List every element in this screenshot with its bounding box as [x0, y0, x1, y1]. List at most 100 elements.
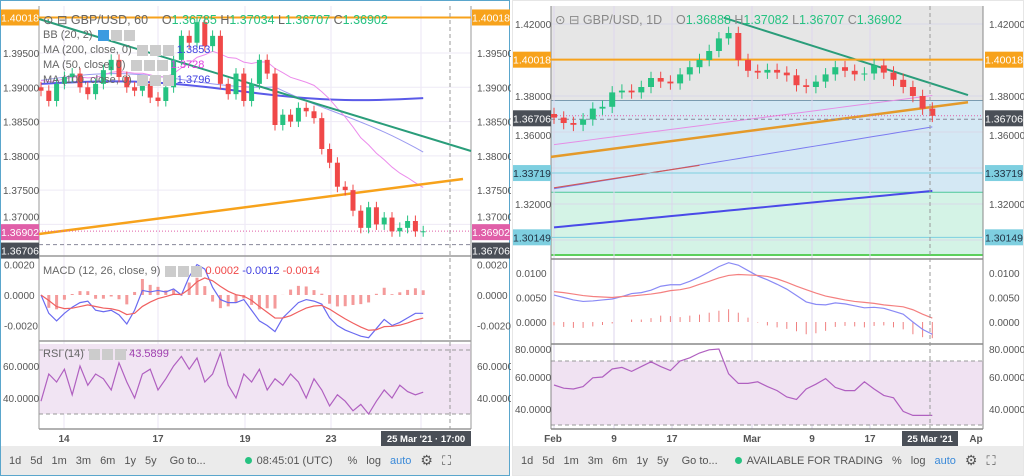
- candle: [638, 87, 645, 93]
- candle: [77, 73, 83, 88]
- gear-icon[interactable]: [149, 44, 161, 56]
- candle: [163, 87, 169, 101]
- close-icon[interactable]: [162, 44, 174, 56]
- candle: [186, 35, 192, 43]
- candle: [202, 22, 208, 47]
- goto-button[interactable]: Go to...: [169, 454, 206, 467]
- candle: [420, 231, 426, 233]
- range-1d[interactable]: 1d: [9, 454, 22, 467]
- chevron-icon[interactable]: ⊙ ⊟: [43, 13, 71, 27]
- level-tag-bg: [985, 165, 1023, 182]
- price-tick: 1.39500: [477, 49, 511, 60]
- auto-toggle[interactable]: auto: [389, 454, 412, 467]
- rsi-tick: 60.0000: [477, 362, 511, 373]
- gear-icon[interactable]: [102, 348, 114, 360]
- close-icon[interactable]: [162, 74, 174, 86]
- close-icon[interactable]: [123, 29, 135, 41]
- daily-chart[interactable]: 1.42000 1.42000 1.38000 1.38000 1.36000 1.360…: [513, 1, 1024, 448]
- chevron-icon[interactable]: ⊙ ⊟: [555, 13, 583, 27]
- candle: [280, 114, 286, 125]
- resistance-tag-bg: [1, 9, 39, 26]
- date-tick: 17: [666, 434, 678, 445]
- rsi-legend[interactable]: RSI (14) 43.5899: [43, 348, 169, 360]
- candle: [570, 123, 577, 125]
- candle: [686, 67, 693, 75]
- candle: [54, 83, 60, 101]
- candle: [793, 75, 800, 86]
- settings-gear-icon[interactable]: ⚙: [964, 452, 978, 468]
- date-tick: Mar: [743, 434, 761, 445]
- range-3m[interactable]: 3m: [75, 454, 92, 467]
- price-tick: 1.42000: [515, 20, 552, 31]
- indicator-ma100[interactable]: MA (100, close, 0) 1.3796: [43, 74, 211, 86]
- range-5y[interactable]: 5y: [144, 454, 157, 467]
- percent-toggle[interactable]: %: [892, 454, 902, 467]
- candle: [147, 83, 153, 98]
- eye-icon[interactable]: [89, 348, 101, 360]
- fullscreen-icon[interactable]: ⛶: [441, 452, 452, 468]
- fullscreen-icon[interactable]: ⛶: [986, 452, 996, 468]
- price-tick: 1.39500: [3, 49, 40, 60]
- candle: [822, 74, 829, 82]
- range-6m[interactable]: 6m: [612, 454, 628, 467]
- candle: [774, 69, 781, 73]
- goto-button[interactable]: Go to...: [681, 454, 718, 467]
- candle: [657, 78, 664, 82]
- candle: [783, 72, 790, 76]
- resistance-tag: 1.40018: [1, 12, 39, 24]
- range-1y[interactable]: 1y: [636, 454, 648, 467]
- date-tick: 9: [809, 434, 815, 445]
- close-icon[interactable]: [115, 348, 127, 360]
- gear-icon[interactable]: [178, 265, 190, 277]
- gear-icon[interactable]: [149, 74, 161, 86]
- range-1d[interactable]: 1d: [521, 454, 534, 467]
- price-tick: 1.42000: [989, 20, 1024, 31]
- range-1m[interactable]: 1m: [51, 454, 67, 467]
- candle: [609, 92, 616, 107]
- macd-legend[interactable]: MACD (12, 26, close, 9) 0.0002 -0.0012 -…: [43, 265, 320, 277]
- candle: [373, 207, 379, 225]
- range-6m[interactable]: 6m: [100, 454, 116, 467]
- close-icon[interactable]: [191, 265, 203, 277]
- eye-icon[interactable]: [136, 44, 148, 56]
- gear-icon[interactable]: [110, 29, 122, 41]
- daily-chart-panel: 1.42000 1.42000 1.38000 1.38000 1.36000 1.360…: [512, 0, 1024, 476]
- candle: [327, 148, 333, 163]
- eye-icon[interactable]: [165, 265, 177, 277]
- log-toggle[interactable]: log: [910, 454, 926, 467]
- close-icon[interactable]: [156, 59, 168, 71]
- auto-toggle[interactable]: auto: [934, 454, 956, 467]
- rsi-tick: 60.0000: [515, 373, 552, 384]
- rsi-tick: 40.0000: [515, 405, 552, 416]
- uptrend-line: [550, 101, 969, 159]
- candle: [628, 90, 635, 93]
- candle: [842, 67, 848, 71]
- indicator-ma50[interactable]: MA (50, close, 0) 1.3728: [43, 59, 205, 71]
- eye-icon[interactable]: [136, 74, 148, 86]
- eye-icon[interactable]: [130, 59, 142, 71]
- candle: [139, 83, 145, 91]
- eye-icon[interactable]: [97, 29, 109, 41]
- indicator-bb[interactable]: BB (20, 2): [43, 29, 135, 41]
- percent-toggle[interactable]: %: [347, 454, 358, 467]
- price-tick: 1.38000: [515, 92, 552, 103]
- range-1m[interactable]: 1m: [563, 454, 579, 467]
- resistance-tag: 1.40018: [985, 55, 1023, 67]
- crosshair-date-bg: [381, 431, 471, 446]
- macd-tick: 0.0000: [4, 291, 35, 302]
- log-toggle[interactable]: log: [366, 454, 381, 467]
- clock: 08:45:01 (UTC): [256, 454, 333, 467]
- settings-gear-icon[interactable]: ⚙: [420, 452, 433, 468]
- candle: [217, 35, 223, 84]
- rsi-tick: 60.0000: [989, 373, 1024, 384]
- candle: [132, 87, 138, 91]
- range-5d[interactable]: 5d: [542, 454, 555, 467]
- indicator-ma200[interactable]: MA (200, close, 0) 1.3853: [43, 44, 211, 56]
- range-1y[interactable]: 1y: [124, 454, 136, 467]
- range-5y[interactable]: 5y: [656, 454, 669, 467]
- candle: [389, 217, 395, 232]
- ma50-line: [553, 94, 933, 146]
- range-3m[interactable]: 3m: [587, 454, 604, 467]
- gear-icon[interactable]: [143, 59, 155, 71]
- range-5d[interactable]: 5d: [30, 454, 43, 467]
